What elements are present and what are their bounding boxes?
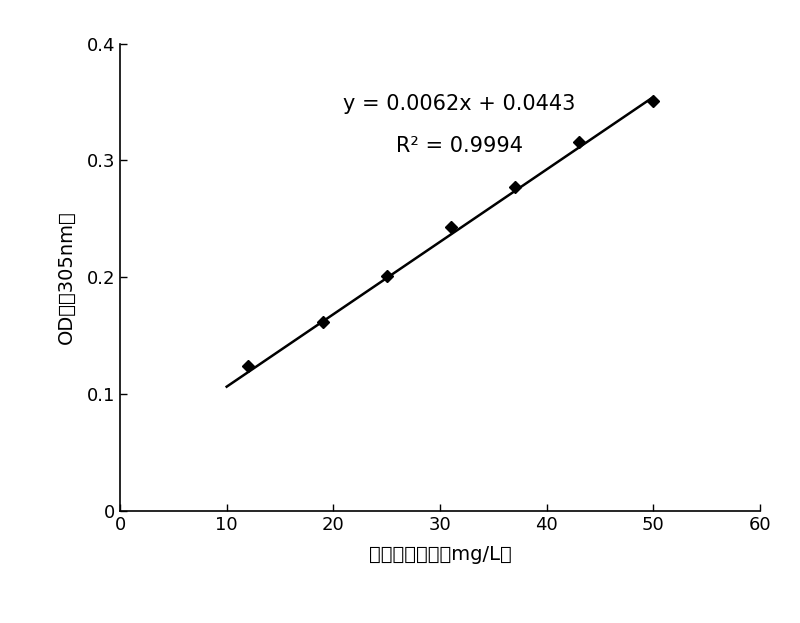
Text: y = 0.0062x + 0.0443: y = 0.0062x + 0.0443 xyxy=(343,94,575,115)
Text: R² = 0.9994: R² = 0.9994 xyxy=(396,136,522,156)
X-axis label: 谷胱甘肽浓度（mg/L）: 谷胱甘肽浓度（mg/L） xyxy=(369,545,511,564)
Y-axis label: OD値（305nm）: OD値（305nm） xyxy=(57,211,75,344)
